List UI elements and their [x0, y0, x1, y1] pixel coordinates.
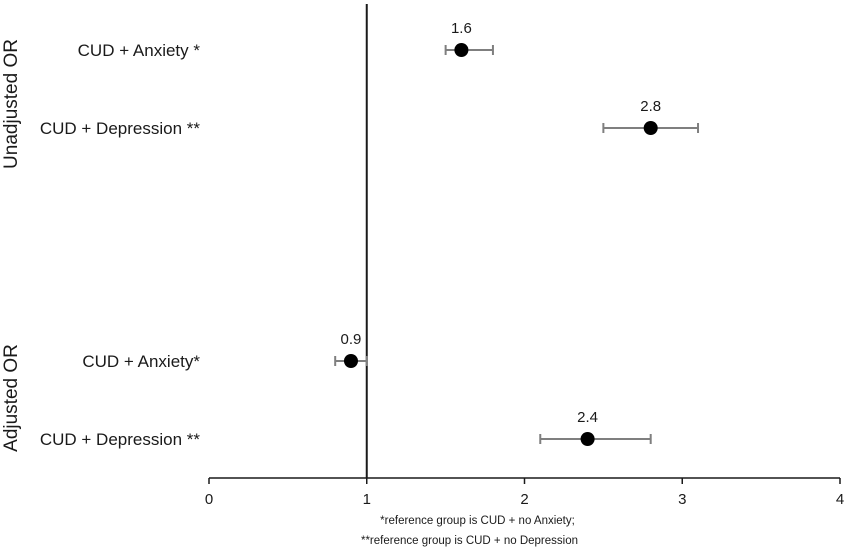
category-label: CUD + Depression **	[40, 430, 201, 449]
value-label: 0.9	[341, 331, 362, 348]
category-label: CUD + Depression **	[40, 119, 201, 138]
value-label: 2.8	[640, 98, 661, 115]
point-estimate	[454, 43, 469, 57]
x-tick-label: 3	[678, 491, 686, 508]
value-label: 1.6	[451, 20, 472, 37]
labels-layer: 0 1 2 3 4 Unadjusted OR CUD + Anxiety * 1.6 CUD …	[1, 20, 844, 547]
footnote: *reference group is CUD + no Anxiety;	[380, 515, 575, 527]
x-tick-label: 2	[520, 491, 528, 508]
x-tick-label: 1	[363, 491, 371, 508]
category-label: CUD + Anxiety *	[78, 41, 201, 60]
point-estimate	[343, 354, 358, 368]
group-label: Unadjusted OR	[1, 39, 22, 169]
x-tick-label: 0	[205, 491, 213, 508]
category-label: CUD + Anxiety*	[82, 352, 200, 371]
value-label: 2.4	[577, 409, 598, 426]
footnote: **reference group is CUD + no Depression	[361, 535, 578, 547]
point-estimate	[643, 121, 658, 135]
point-estimate	[580, 432, 595, 446]
axes-layer	[208, 4, 841, 484]
x-tick-label: 4	[836, 491, 844, 508]
marks-layer	[334, 43, 700, 446]
group-label: Adjusted OR	[1, 344, 22, 452]
